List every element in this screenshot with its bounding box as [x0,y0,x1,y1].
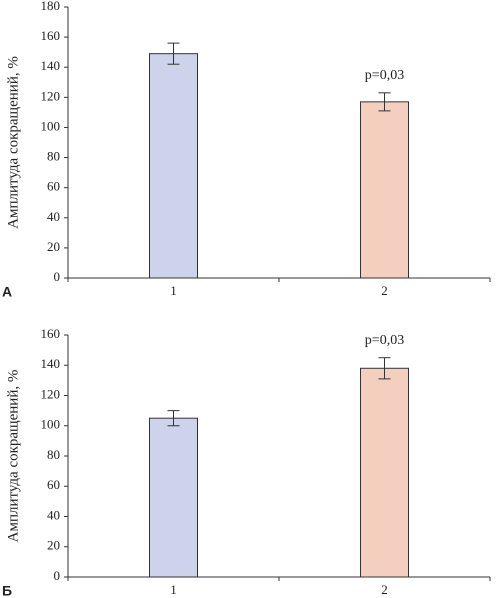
y-tick-label: 140 [41,58,61,73]
annotation: p=0,03 [365,333,404,348]
x-tick-label: 1 [170,283,177,298]
bar [360,367,409,578]
y-tick-label: 80 [47,447,60,462]
panel-label: Б [2,583,12,598]
y-tick-label: 40 [47,209,60,224]
y-tick-label: 100 [41,118,61,133]
y-tick-label: 20 [47,239,60,254]
bar [360,101,409,279]
annotation: p=0,03 [365,68,404,83]
y-tick-label: 0 [54,269,61,284]
y-axis-label: Амплитуда сокращений, % [5,370,21,543]
x-tick-label: 2 [381,582,388,597]
y-tick-label: 120 [41,386,61,401]
y-tick-label: 120 [41,88,61,103]
y-tick-label: 60 [47,477,60,492]
x-tick-label: 1 [170,582,177,597]
y-tick-label: 80 [47,149,60,164]
y-tick-label: 160 [41,28,61,43]
y-tick-label: 140 [41,356,61,371]
error-bar [167,410,180,427]
y-tick-label: 60 [47,179,60,194]
y-tick-label: 100 [41,417,61,432]
y-tick-label: 40 [47,507,60,522]
error-bar [378,92,391,112]
y-tick-label: 160 [41,326,61,341]
y-tick-label: 20 [47,538,60,553]
error-bar [167,42,180,65]
y-tick-label: 180 [41,0,61,13]
x-tick-label: 2 [381,283,388,298]
error-bar [378,357,391,380]
y-tick-label: 0 [54,568,61,583]
bar [149,417,198,578]
panel-label: А [2,284,12,300]
y-axis-label: Амплитуда сокращений, % [5,56,21,229]
bar [149,53,198,279]
